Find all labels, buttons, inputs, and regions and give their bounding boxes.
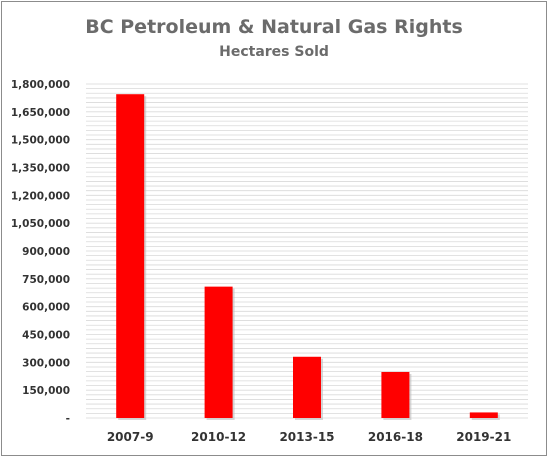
bars: [116, 94, 500, 420]
x-category-label: 2007-9: [107, 430, 154, 444]
y-tick-label: 600,000: [22, 302, 70, 314]
x-category-label: 2013-15: [279, 430, 334, 444]
y-tick-label: 1,650,000: [11, 107, 70, 119]
x-axis-categories: 2007-9 2010-12 2013-15 2016-18 2019-21: [107, 430, 512, 444]
chart-subtitle: Hectares Sold: [219, 44, 329, 60]
chart-title: BC Petroleum & Natural Gas Rights: [85, 16, 463, 38]
x-category-label: 2010-12: [191, 430, 246, 444]
y-tick-label: 900,000: [22, 246, 70, 258]
x-category-label: 2016-18: [368, 430, 423, 444]
y-tick-label: 1,800,000: [11, 79, 70, 91]
bar-2019-21: [469, 412, 498, 418]
y-tick-label: 1,050,000: [11, 218, 70, 230]
y-tick-label: -: [66, 413, 70, 425]
bar-2007-9: [116, 94, 145, 418]
x-category-label: 2019-21: [456, 430, 511, 444]
y-tick-label: 750,000: [22, 274, 70, 286]
y-tick-label: 150,000: [22, 385, 70, 397]
y-tick-label: 300,000: [22, 357, 70, 369]
bar-2016-18: [381, 371, 410, 418]
y-tick-label: 1,200,000: [11, 190, 70, 202]
bar-2013-15: [293, 356, 321, 418]
y-tick-label: 1,350,000: [11, 163, 70, 175]
y-axis-ticks: - 150,000 300,000 450,000 600,000 750,000 900,…: [11, 79, 70, 425]
bar-2010-12: [204, 286, 233, 418]
y-tick-label: 450,000: [22, 330, 70, 342]
y-tick-label: 1,500,000: [11, 135, 70, 147]
